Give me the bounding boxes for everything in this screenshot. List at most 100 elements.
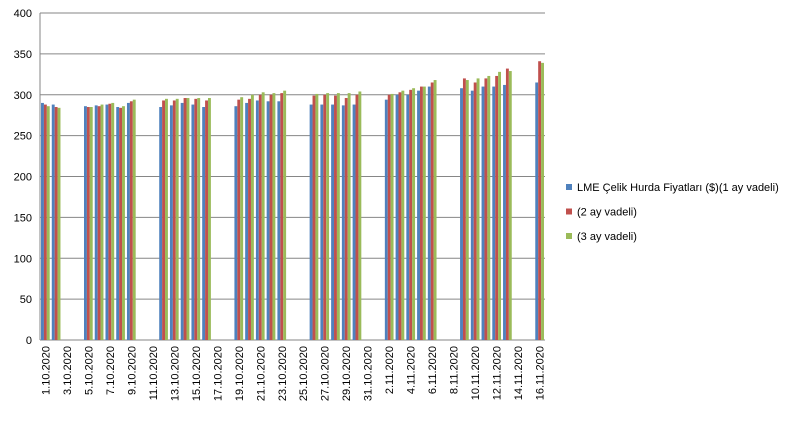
- bar: [186, 98, 190, 341]
- bar: [347, 93, 351, 341]
- bar: [390, 93, 394, 341]
- bar: [334, 95, 337, 340]
- x-tick-label: 5.10.2020: [83, 346, 95, 395]
- bar: [205, 100, 208, 340]
- bar: [41, 102, 44, 340]
- bar: [132, 99, 136, 340]
- bar: [250, 94, 254, 340]
- bar: [473, 82, 477, 341]
- bar: [126, 102, 130, 340]
- bar: [46, 106, 50, 340]
- legend-swatch: [566, 233, 572, 239]
- x-tick-label: 3.10.2020: [62, 346, 74, 395]
- bar: [538, 61, 542, 341]
- bar: [183, 98, 187, 341]
- bar: [320, 104, 324, 340]
- y-tick-label: 100: [14, 253, 32, 265]
- bar: [355, 94, 359, 340]
- bar: [89, 107, 93, 340]
- bar: [433, 80, 437, 340]
- bar: [105, 104, 109, 340]
- bar: [315, 93, 319, 341]
- bar: [255, 100, 259, 340]
- x-tick-label: 4.11.2020: [406, 346, 418, 394]
- bar: [86, 107, 90, 340]
- bar: [326, 93, 330, 341]
- x-tick-label: 17.10.2020: [212, 346, 224, 401]
- bar: [159, 107, 163, 340]
- bar: [175, 98, 179, 341]
- y-tick-label: 250: [14, 131, 32, 143]
- y-tick-label: 300: [14, 90, 32, 102]
- x-tick-label: 7.10.2020: [105, 346, 117, 395]
- bar: [341, 105, 345, 340]
- bar: [97, 106, 101, 340]
- bar: [487, 75, 491, 340]
- bar: [419, 86, 423, 340]
- bar: [505, 68, 509, 340]
- bar: [427, 86, 431, 340]
- bar: [119, 107, 123, 340]
- bar: [111, 102, 115, 340]
- bar: [503, 84, 506, 340]
- bar: [412, 88, 416, 341]
- x-tick-label: 12.11.2020: [492, 346, 504, 400]
- legend-swatch: [566, 184, 572, 190]
- bar: [430, 82, 434, 341]
- y-tick-label: 400: [14, 8, 32, 20]
- bar: [194, 98, 198, 341]
- bar: [202, 107, 206, 340]
- bar: [387, 94, 391, 340]
- bar: [237, 99, 241, 340]
- bar: [535, 82, 539, 341]
- y-tick-label: 150: [14, 212, 32, 224]
- bar: [495, 75, 499, 340]
- bar: [94, 105, 98, 340]
- bar: [460, 88, 463, 341]
- bar: [481, 86, 485, 340]
- x-tick-label: 9.10.2020: [126, 346, 138, 395]
- x-tick-label: 13.10.2020: [169, 346, 181, 401]
- bar: [358, 91, 362, 340]
- x-tick-label: 15.10.2020: [191, 346, 203, 401]
- bar: [258, 94, 262, 340]
- bar: [43, 104, 47, 340]
- bar: [116, 107, 120, 340]
- bar: [283, 90, 287, 340]
- bar: [398, 92, 402, 340]
- bar: [51, 104, 55, 340]
- bar: [465, 80, 469, 340]
- bar: [470, 90, 474, 340]
- bar: [417, 90, 420, 340]
- x-tick-label: 27.10.2020: [320, 346, 332, 401]
- legend-swatch: [566, 208, 572, 215]
- bar: [269, 94, 273, 340]
- x-tick-label: 25.10.2020: [298, 346, 310, 401]
- bar: [248, 98, 251, 341]
- bar: [129, 101, 133, 340]
- x-tick-label: 16.11.2020: [535, 346, 547, 400]
- legend-label: LME Çelik Hurda Fiyatları ($)(1 ay vadel…: [577, 182, 779, 194]
- bar: [240, 97, 244, 340]
- bar: [508, 71, 512, 340]
- x-tick-label: 31.10.2020: [363, 346, 375, 401]
- bar: [331, 104, 335, 340]
- bar: [344, 98, 348, 341]
- bar: [180, 102, 184, 340]
- bar: [409, 89, 413, 340]
- bar: [476, 78, 480, 341]
- bar: [100, 104, 104, 340]
- x-tick-label: 11.10.2020: [148, 346, 160, 400]
- bar: [266, 101, 270, 340]
- bar: [280, 93, 284, 341]
- x-tick-label: 29.10.2020: [341, 346, 353, 401]
- bar: [57, 107, 61, 340]
- bar: [492, 86, 496, 340]
- x-tick-label: 21.10.2020: [255, 346, 267, 401]
- y-tick-label: 200: [14, 172, 32, 184]
- bar: [245, 102, 249, 340]
- bar: [384, 99, 388, 340]
- legend-label: (3 ay vadeli): [577, 231, 637, 243]
